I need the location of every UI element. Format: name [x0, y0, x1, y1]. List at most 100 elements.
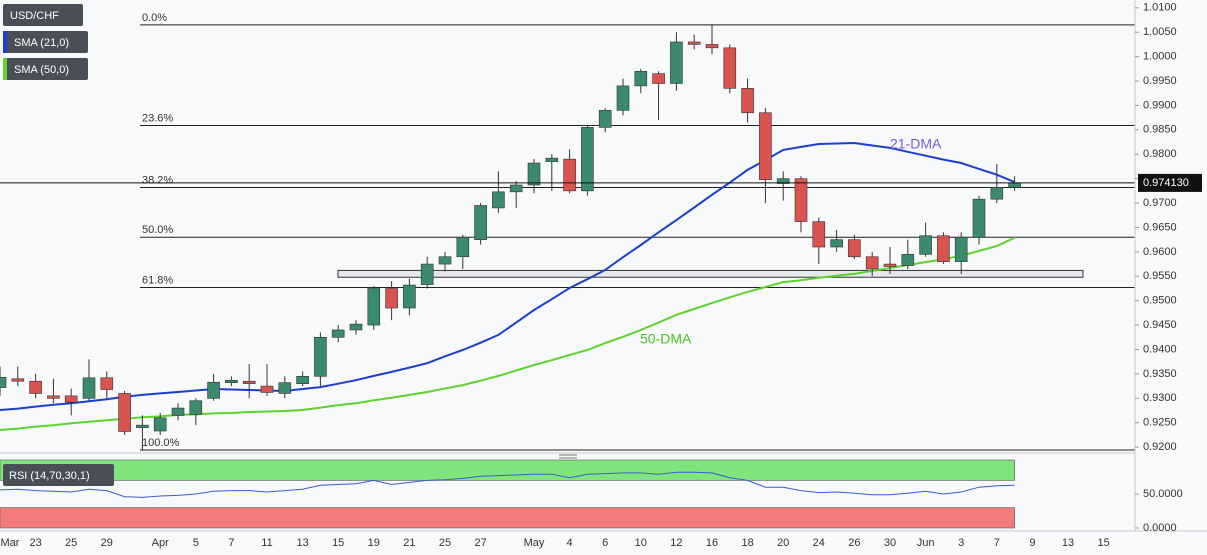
sma-line: [0, 236, 1016, 431]
candle-body: [705, 44, 719, 49]
candle-body: [883, 263, 897, 267]
candle-body: [11, 378, 25, 382]
x-tick-label: 15: [332, 537, 344, 549]
candle-body: [954, 236, 968, 262]
y-tick-label: 1.0000: [1143, 51, 1177, 63]
legend: USD/CHF SMA (21,0) SMA (50,0): [3, 4, 88, 80]
legend-box: [3, 4, 83, 26]
candle-body: [367, 288, 381, 326]
legend-label: SMA (50,0): [14, 64, 69, 76]
candle-body: [990, 187, 1004, 200]
rsi-band: [0, 459, 1015, 481]
x-tick-label: May: [524, 537, 545, 549]
x-tick-label: 10: [635, 537, 647, 549]
candle-body: [29, 380, 42, 394]
y-tick-label: 0.9550: [1143, 270, 1177, 282]
x-tick-label: 4: [567, 537, 573, 549]
x-tick-label: Jun: [917, 537, 935, 549]
y-tick-label: 0.9600: [1143, 246, 1177, 258]
y-tick-label: 0.9250: [1143, 417, 1177, 429]
candle-body: [403, 284, 416, 309]
sma-line: [0, 141, 1015, 411]
x-tick-label: Apr: [152, 537, 169, 549]
rsi-band: [0, 507, 1015, 529]
last-price-box: [1138, 173, 1202, 192]
legend-label: SMA (21,0): [14, 37, 69, 49]
x-tick-label: 26: [848, 537, 860, 549]
candle-body: [919, 235, 932, 255]
x-tick-label: 21: [403, 537, 415, 549]
x-tick-label: 15: [1097, 537, 1109, 549]
candle-body: [47, 395, 60, 399]
legend-swatch: [3, 58, 7, 80]
support-zone: [337, 269, 1084, 278]
candle-body: [581, 127, 594, 192]
x-tick-label: 27: [474, 537, 486, 549]
x-tick-label: 7: [228, 537, 234, 549]
fib-label: 100.0%: [142, 437, 180, 449]
rsi-legend-box: [3, 464, 114, 486]
x-tick-label: 23: [29, 537, 41, 549]
y-tick-label: 0.9800: [1143, 148, 1177, 160]
candle-body: [794, 178, 808, 222]
y-tick-label: 0.0000: [1143, 522, 1177, 534]
candle-body: [189, 400, 203, 415]
candle-body: [759, 112, 772, 180]
candle-body: [741, 88, 754, 114]
candle-body: [901, 254, 915, 266]
last-price-label: 0.974130: [1143, 177, 1189, 189]
candle-body: [776, 178, 790, 184]
y-tick-label: 0.9450: [1143, 319, 1177, 331]
candle-body: [171, 407, 185, 416]
x-tick-label: 25: [65, 537, 77, 549]
fib-label: 38.2%: [142, 174, 173, 186]
y-tick-label: 0.9900: [1143, 99, 1177, 111]
legend-box: [3, 31, 88, 53]
candle-body: [438, 256, 452, 265]
candle-body: [64, 395, 78, 403]
y-tick-label: 0.9700: [1143, 197, 1177, 209]
fib-label: 61.8%: [142, 274, 173, 286]
legend-swatch: [3, 31, 7, 53]
candle-body: [492, 191, 505, 209]
y-tick-label: 0.9650: [1143, 221, 1177, 233]
plot-layer: 0.0% 23.6% 38.2% 50.0% 61.8% 100.0% 21-DMA 50-D…: [0, 12, 1135, 529]
x-tick-label: 12: [670, 537, 682, 549]
x-tick-label: 29: [101, 537, 113, 549]
x-tick-label: 13: [1062, 537, 1074, 549]
x-tick-label: Mar: [1, 537, 20, 549]
y-tick-label: 1.0100: [1143, 2, 1177, 14]
rsi-legend-label: RSI (14,70,30,1): [9, 470, 90, 482]
candle-body: [314, 336, 327, 377]
candle-body: [207, 381, 220, 399]
candle-body: [136, 424, 149, 428]
candle-body: [634, 70, 648, 87]
fib-label: 0.0%: [142, 12, 167, 24]
x-tick-label: 19: [368, 537, 380, 549]
candle-body: [616, 85, 630, 111]
x-tick-label: 30: [884, 537, 896, 549]
candle-body: [296, 376, 309, 384]
candle-body: [509, 184, 523, 193]
x-tick-label: 25: [439, 537, 451, 549]
x-tick-label: 11: [261, 537, 272, 549]
candle-body: [848, 239, 861, 258]
x-tick-label: 24: [813, 537, 825, 549]
annotation: 50-DMA: [640, 331, 692, 347]
x-tick-label: 6: [602, 537, 608, 549]
x-tick-label: 20: [777, 537, 789, 549]
candle-body: [812, 221, 826, 248]
x-tick-label: 7: [994, 537, 1000, 549]
candle-body: [545, 157, 559, 162]
x-tick-label: 3: [958, 537, 964, 549]
y-tick-label: 50.0000: [1143, 488, 1183, 500]
y-tick-label: 0.9200: [1143, 441, 1177, 453]
x-tick-label: 16: [706, 537, 718, 549]
fib-label: 23.6%: [142, 112, 173, 124]
candle-body: [830, 239, 843, 248]
annotation: 21-DMA: [890, 136, 942, 152]
candle-body: [474, 205, 487, 240]
candle-body: [82, 377, 96, 399]
y-tick-label: 0.9300: [1143, 392, 1177, 404]
fib-label: 50.0%: [142, 224, 173, 236]
